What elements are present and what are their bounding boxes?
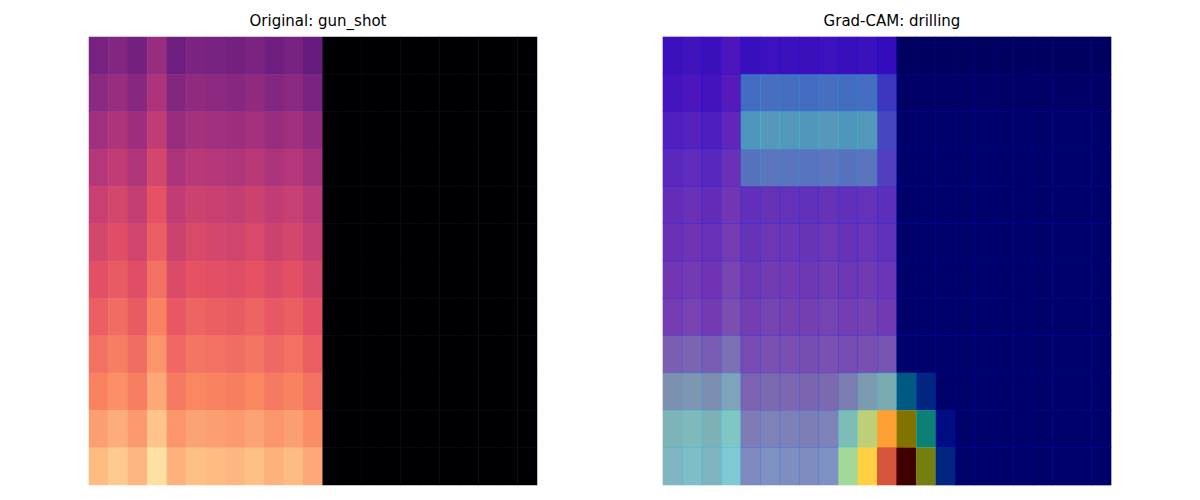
svg-text:Original: gun_shot: Original: gun_shot xyxy=(250,12,387,31)
svg-text:Grad-CAM: drilling: Grad-CAM: drilling xyxy=(824,12,961,30)
